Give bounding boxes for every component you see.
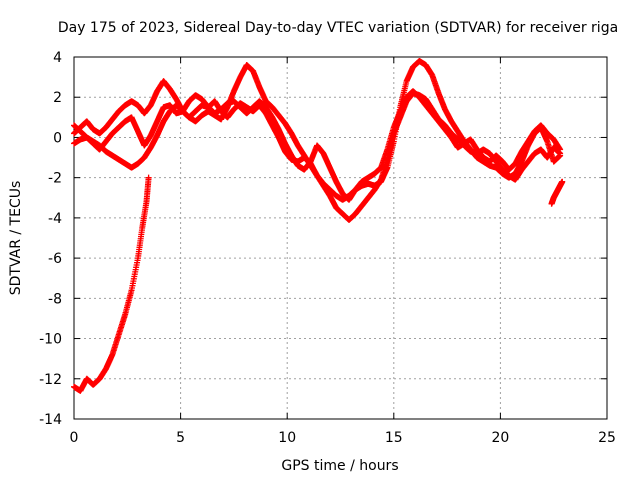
x-tick-label: 10 xyxy=(278,430,296,446)
y-tick-label: -8 xyxy=(48,291,62,307)
y-tick-label: 0 xyxy=(53,130,62,146)
series-track-b xyxy=(71,88,564,203)
x-tick-label: 0 xyxy=(70,430,79,446)
x-tick-label: 20 xyxy=(491,430,509,446)
y-tick-label: -4 xyxy=(48,211,62,227)
tick-labels: 0 5 10 15 20 25 -14 -12 -10 -8 -6 -4 -2 0 2 4 xyxy=(39,50,616,446)
data-point-marker xyxy=(559,178,566,185)
data-point-marker xyxy=(145,174,152,181)
y-tick-label: 4 xyxy=(53,50,62,66)
y-tick-label: -14 xyxy=(39,412,62,428)
series-late-tail xyxy=(548,178,566,207)
x-tick-label: 25 xyxy=(598,430,616,446)
x-tick-label: 5 xyxy=(176,430,185,446)
x-axis-label: GPS time / hours xyxy=(281,458,398,474)
data-series xyxy=(71,58,566,394)
series-track-c xyxy=(71,58,564,203)
y-tick-label: -6 xyxy=(48,251,62,267)
y-tick-label: -10 xyxy=(39,332,62,348)
y-axis-label: SDTVAR / TECUs xyxy=(8,181,24,296)
x-tick-label: 15 xyxy=(385,430,403,446)
y-tick-label: -2 xyxy=(48,171,62,187)
plot-frame xyxy=(73,56,608,420)
grid-lines xyxy=(74,57,607,419)
data-point-marker xyxy=(557,146,564,153)
y-tick-label: -12 xyxy=(39,372,62,388)
chart-title: Day 175 of 2023, Sidereal Day-to-day VTE… xyxy=(58,20,618,36)
data-point-marker xyxy=(557,152,564,159)
axis-ticks xyxy=(73,56,608,420)
series-early-drop xyxy=(71,174,152,394)
y-tick-label: 2 xyxy=(53,90,62,106)
